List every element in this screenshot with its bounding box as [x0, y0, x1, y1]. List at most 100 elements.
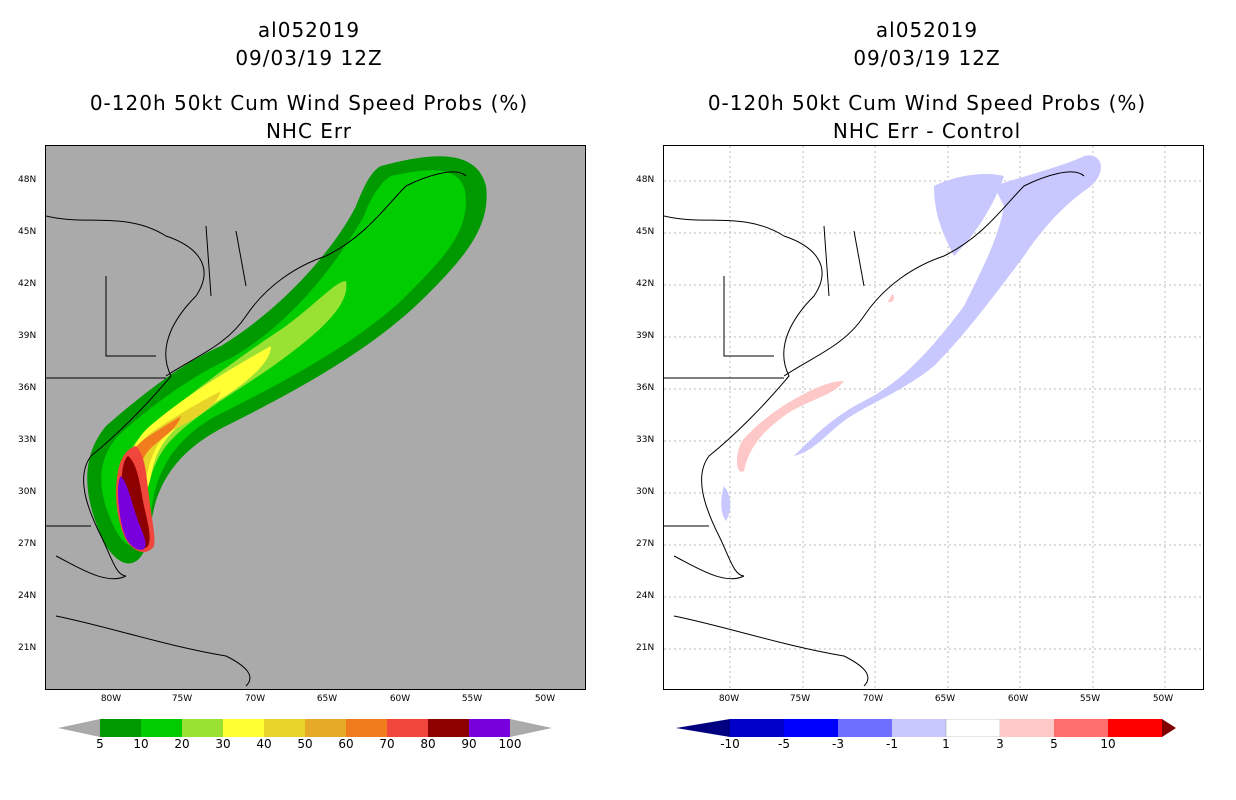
right-panel: al052019 09/03/19 12Z 0-120h 50kt Cum Wi…	[618, 0, 1236, 800]
right-cb-label: 1	[942, 737, 950, 751]
left-lon-80w: 80W	[100, 694, 122, 704]
left-lon-70w: 70W	[244, 694, 266, 704]
left-colorbar-swatch	[141, 719, 182, 737]
left-lat-45n: 45N	[18, 227, 37, 237]
left-cb-label: 80	[420, 737, 436, 751]
left-colorbar	[58, 719, 552, 737]
left-colorbar-swatch	[346, 719, 387, 737]
left-colorbar-swatch	[223, 719, 264, 737]
right-colorbar	[676, 719, 1176, 737]
left-cb-label: 100	[498, 737, 522, 751]
probability-swath	[87, 156, 487, 564]
right-title-subtitle: NHC Err - Control	[832, 119, 1022, 143]
right-lat-30n: 30N	[636, 487, 655, 497]
right-map-svg	[664, 146, 1203, 689]
left-cb-label: 30	[215, 737, 231, 751]
right-lon-50w: 50W	[1152, 694, 1174, 704]
left-colorbar-arrow-low	[58, 719, 100, 737]
left-colorbar-swatch	[428, 719, 469, 737]
right-title-date: 09/03/19 12Z	[853, 46, 1001, 70]
right-colorbar-swatch	[892, 719, 946, 737]
left-title-date: 09/03/19 12Z	[235, 46, 383, 70]
right-lat-45n: 45N	[636, 227, 655, 237]
right-lat-21n: 21N	[636, 643, 655, 653]
right-lat-42n: 42N	[636, 279, 655, 289]
left-colorbar-swatch	[387, 719, 428, 737]
swath-10	[101, 170, 467, 547]
left-title-product: 0-120h 50kt Cum Wind Speed Probs (%)	[89, 91, 529, 115]
right-colorbar-swatch	[1054, 719, 1108, 737]
right-colorbar-swatch	[784, 719, 838, 737]
left-lat-21n: 21N	[18, 643, 37, 653]
right-lat-27n: 27N	[636, 539, 655, 549]
right-lat-33n: 33N	[636, 435, 655, 445]
right-cb-label: -3	[832, 737, 844, 751]
right-lon-75w: 75W	[789, 694, 811, 704]
left-lat-33n: 33N	[18, 435, 37, 445]
swath-30	[129, 346, 271, 496]
left-lat-36n: 36N	[18, 383, 37, 393]
left-cb-label: 50	[297, 737, 313, 751]
left-probability-map	[45, 145, 586, 690]
swath-20	[120, 281, 347, 527]
swath-100	[118, 476, 146, 550]
right-lat-36n: 36N	[636, 383, 655, 393]
coastlines	[46, 171, 467, 687]
right-lat-39n: 39N	[636, 331, 655, 341]
right-cb-label: 5	[1050, 737, 1058, 751]
left-lat-27n: 27N	[18, 539, 37, 549]
left-cb-label: 70	[379, 737, 395, 751]
left-cb-label: 20	[174, 737, 190, 751]
left-cb-label: 60	[338, 737, 354, 751]
difference-positive	[736, 294, 895, 472]
left-colorbar-arrow-high	[510, 719, 552, 737]
left-colorbar-swatch	[305, 719, 346, 737]
right-lon-70w: 70W	[862, 694, 884, 704]
coastlines	[664, 171, 1085, 687]
right-colorbar-swatch	[730, 719, 784, 737]
right-lon-60w: 60W	[1007, 694, 1029, 704]
right-colorbar-swatch	[945, 719, 1001, 737]
left-title-subtitle: NHC Err	[265, 119, 353, 143]
right-colorbar-swatch	[1108, 719, 1162, 737]
right-colorbar-swatch	[1000, 719, 1054, 737]
right-cb-label: -1	[886, 737, 898, 751]
left-cb-label: 90	[461, 737, 477, 751]
right-lon-80w: 80W	[718, 694, 740, 704]
left-lon-50w: 50W	[534, 694, 556, 704]
left-colorbar-swatch	[469, 719, 510, 737]
right-cb-label: -10	[720, 737, 740, 751]
left-lat-42n: 42N	[18, 279, 37, 289]
right-colorbar-arrow-low	[676, 719, 730, 737]
right-cb-label: 10	[1100, 737, 1116, 751]
left-colorbar-swatch	[182, 719, 223, 737]
right-lat-48n: 48N	[636, 175, 655, 185]
right-lon-55w: 55W	[1079, 694, 1101, 704]
left-lon-55w: 55W	[461, 694, 483, 704]
gridlines	[664, 146, 1203, 689]
right-colorbar-swatch	[838, 719, 892, 737]
left-colorbar-swatch	[100, 719, 141, 737]
right-lat-24n: 24N	[636, 591, 655, 601]
left-lat-24n: 24N	[18, 591, 37, 601]
left-lat-39n: 39N	[18, 331, 37, 341]
right-title-product: 0-120h 50kt Cum Wind Speed Probs (%)	[707, 91, 1147, 115]
left-lon-60w: 60W	[389, 694, 411, 704]
left-cb-label: 5	[96, 737, 104, 751]
left-lat-30n: 30N	[18, 487, 37, 497]
right-cb-label: -5	[778, 737, 790, 751]
left-lon-65w: 65W	[316, 694, 338, 704]
left-lat-48n: 48N	[18, 175, 37, 185]
left-cb-label: 40	[256, 737, 272, 751]
left-title-storm: al052019	[257, 18, 361, 42]
swath-40	[131, 391, 221, 490]
right-difference-map	[663, 145, 1204, 690]
left-map-svg	[46, 156, 487, 687]
right-colorbar-arrow-high	[1162, 719, 1176, 737]
right-lon-65w: 65W	[934, 694, 956, 704]
left-cb-label: 10	[133, 737, 149, 751]
left-colorbar-swatch	[264, 719, 305, 737]
left-panel: al052019 09/03/19 12Z 0-120h 50kt Cum Wi…	[18, 18, 586, 751]
right-cb-label: 3	[996, 737, 1004, 751]
right-title-storm: al052019	[875, 18, 979, 42]
